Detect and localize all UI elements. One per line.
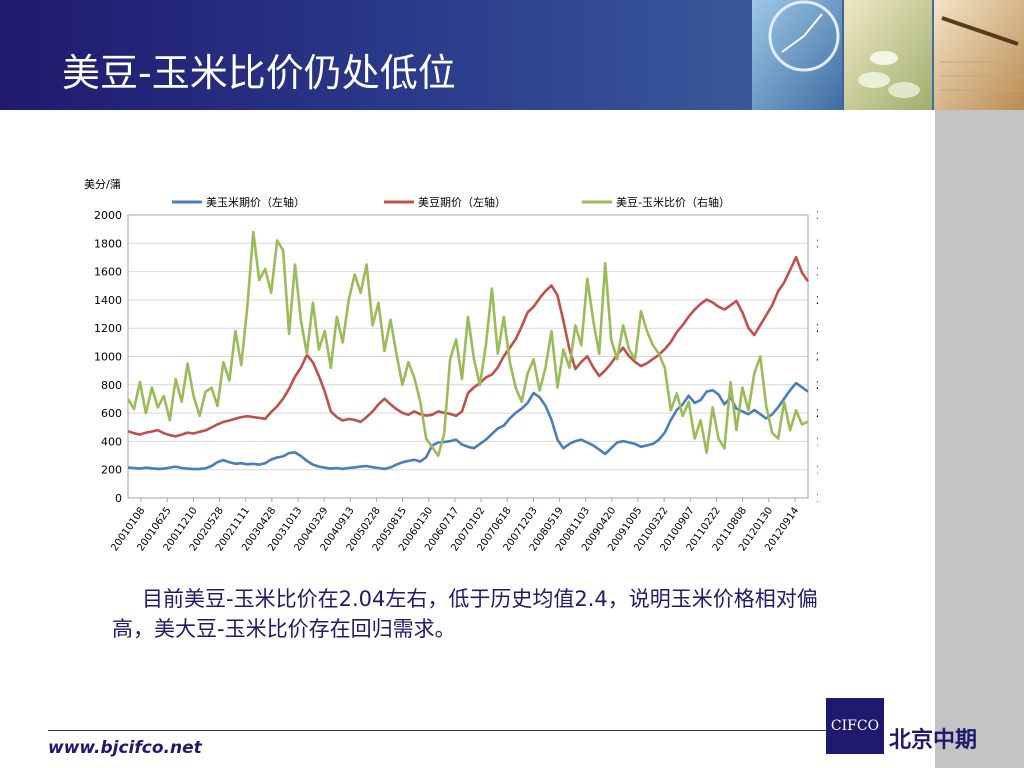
header-banner: 美豆-玉米比价仍处低位 (0, 0, 1024, 110)
left-tick-label-2: 400 (101, 435, 122, 448)
left-tick-label-5: 1000 (94, 351, 122, 364)
right-tick-label-9: 3.30 (816, 237, 818, 250)
left-tick-label-1: 200 (101, 464, 122, 477)
series-line-1 (127, 255, 810, 438)
left-tick-label-8: 1600 (94, 266, 122, 279)
company-name: 北京中期 (889, 728, 978, 753)
header-decor-photos (752, 0, 1024, 110)
legend-label-0: 美玉米期价（左轴） (206, 195, 305, 209)
right-tick-label-4: 2.30 (816, 379, 818, 392)
plot-area-border (127, 214, 809, 499)
right-tick-label-0: 1.50 (816, 492, 818, 505)
left-tick-label-6: 1200 (94, 322, 122, 335)
footer-divider (48, 730, 826, 731)
left-tick-label-4: 800 (101, 379, 122, 392)
series-line-2 (126, 230, 809, 457)
price-ratio-chart: 美分/蒲 0 200 400 600 800 1000 1200 1400 1600 1800 200… (84, 177, 841, 553)
right-side-strip (935, 110, 1024, 768)
right-tick-label-1: 1.70 (816, 464, 818, 477)
caption-text: 目前美豆-玉米比价在2.04左右，低于历史均值2.4，说明玉米价格相对偏高，美大… (112, 587, 818, 641)
left-tick-label-9: 1800 (94, 237, 122, 250)
footer-website-link[interactable]: www.bjcifco.net (48, 738, 202, 758)
right-tick-label-5: 2.50 (816, 351, 818, 364)
right-tick-label-3: 2.10 (816, 407, 818, 420)
chart-container: 美分/蒲 0 200 400 600 800 1000 1200 1400 1600 1800 200… (78, 170, 841, 570)
y-axis-unit-label: 美分/蒲 (84, 177, 121, 191)
right-tick-label-10: 3.50 (816, 209, 818, 222)
left-tick-label-0: 0 (115, 492, 122, 505)
legend-label-2: 美豆-玉米比价（右轴） (616, 195, 730, 209)
right-tick-label-6: 2.70 (816, 322, 818, 335)
left-tick-label-7: 1400 (94, 294, 122, 307)
right-tick-label-7: 2.90 (816, 294, 818, 307)
right-tick-label-2: 1.90 (816, 435, 818, 448)
right-tick-label-8: 3.10 (816, 266, 818, 279)
left-tick-label-3: 600 (101, 407, 122, 420)
series-line-0 (127, 381, 809, 471)
cifco-logo: CIFCO (826, 698, 884, 754)
legend-label-1: 美豆期价（左轴） (418, 195, 506, 209)
slide-title: 美豆-玉米比价仍处低位 (62, 51, 456, 95)
left-tick-label-10: 2000 (94, 209, 122, 222)
logo-text: CIFCO (830, 718, 880, 734)
